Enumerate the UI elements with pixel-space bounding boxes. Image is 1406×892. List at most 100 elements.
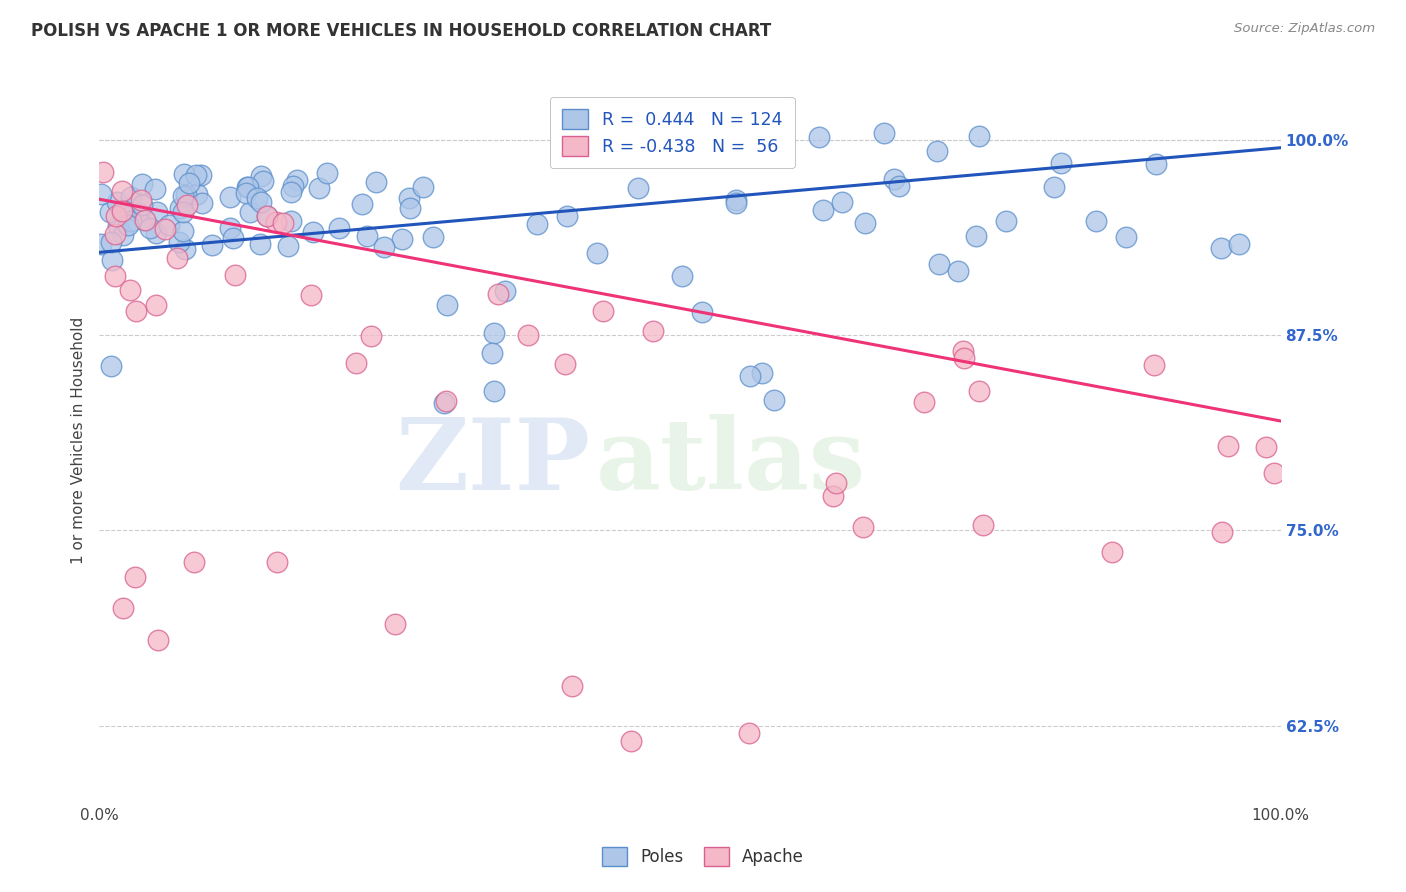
Point: [104, 269, 127, 284]
Point: [1218, 439, 1240, 453]
Point: [883, 172, 905, 186]
Point: [967, 129, 990, 144]
Point: [1050, 156, 1073, 170]
Point: [91, 165, 114, 179]
Point: [169, 235, 191, 249]
Point: [724, 193, 747, 207]
Point: [751, 366, 773, 380]
Point: [952, 351, 974, 365]
Point: [124, 570, 146, 584]
Point: [422, 229, 444, 244]
Point: [90, 236, 112, 251]
Point: [105, 195, 128, 210]
Point: [134, 213, 156, 227]
Point: [235, 179, 257, 194]
Point: [138, 220, 160, 235]
Point: [360, 328, 382, 343]
Point: [266, 555, 288, 569]
Point: [176, 197, 198, 211]
Point: [190, 168, 212, 182]
Point: [1101, 545, 1123, 559]
Point: [852, 519, 875, 533]
Point: [561, 680, 583, 694]
Point: [222, 231, 245, 245]
Point: [373, 239, 395, 253]
Point: [173, 167, 195, 181]
Point: [620, 734, 643, 748]
Point: [238, 180, 260, 194]
Point: [201, 238, 224, 252]
Point: [350, 197, 373, 211]
Point: [671, 269, 693, 284]
Point: [252, 174, 274, 188]
Point: [554, 358, 576, 372]
Point: [120, 213, 142, 227]
Point: [494, 284, 516, 298]
Point: [128, 205, 150, 219]
Point: [129, 193, 152, 207]
Point: [316, 166, 339, 180]
Point: [481, 345, 503, 359]
Point: [256, 209, 278, 223]
Point: [98, 204, 121, 219]
Point: [235, 186, 257, 201]
Point: [169, 201, 191, 215]
Point: [239, 205, 262, 219]
Point: [246, 191, 269, 205]
Text: ZIP: ZIP: [395, 414, 589, 511]
Point: [853, 216, 876, 230]
Point: [482, 384, 505, 399]
Point: [1209, 241, 1232, 255]
Point: [1211, 524, 1233, 539]
Point: [308, 181, 330, 195]
Point: [280, 214, 302, 228]
Point: [811, 202, 834, 217]
Point: [434, 394, 457, 409]
Point: [281, 178, 304, 193]
Point: [873, 126, 896, 140]
Point: [912, 394, 935, 409]
Point: [250, 169, 273, 183]
Point: [399, 201, 422, 215]
Point: [592, 304, 614, 318]
Point: [131, 197, 153, 211]
Point: [145, 226, 167, 240]
Point: [808, 130, 831, 145]
Point: [120, 190, 142, 204]
Point: [256, 209, 278, 223]
Point: [112, 203, 135, 218]
Y-axis label: 1 or more Vehicles in Household: 1 or more Vehicles in Household: [72, 317, 86, 564]
Point: [174, 187, 197, 202]
Point: [738, 368, 761, 383]
Point: [825, 476, 848, 491]
Point: [364, 175, 387, 189]
Point: [172, 205, 194, 219]
Point: [148, 632, 170, 647]
Point: [994, 213, 1017, 227]
Point: [946, 264, 969, 278]
Point: [391, 232, 413, 246]
Point: [1263, 466, 1285, 480]
Point: [972, 518, 994, 533]
Point: [134, 213, 156, 227]
Point: [831, 195, 853, 210]
Point: [412, 180, 434, 194]
Point: [821, 490, 844, 504]
Point: [384, 617, 406, 632]
Point: [1043, 180, 1066, 194]
Point: [762, 393, 785, 408]
Point: [517, 328, 540, 343]
Point: [107, 219, 129, 233]
Point: [1143, 358, 1166, 372]
Point: [90, 186, 112, 201]
Point: [100, 359, 122, 374]
Point: [344, 356, 367, 370]
Point: [172, 224, 194, 238]
Point: [157, 218, 180, 232]
Point: [690, 305, 713, 319]
Point: [172, 189, 194, 203]
Point: [184, 169, 207, 183]
Point: [155, 222, 177, 236]
Point: [186, 186, 208, 201]
Point: [928, 257, 950, 271]
